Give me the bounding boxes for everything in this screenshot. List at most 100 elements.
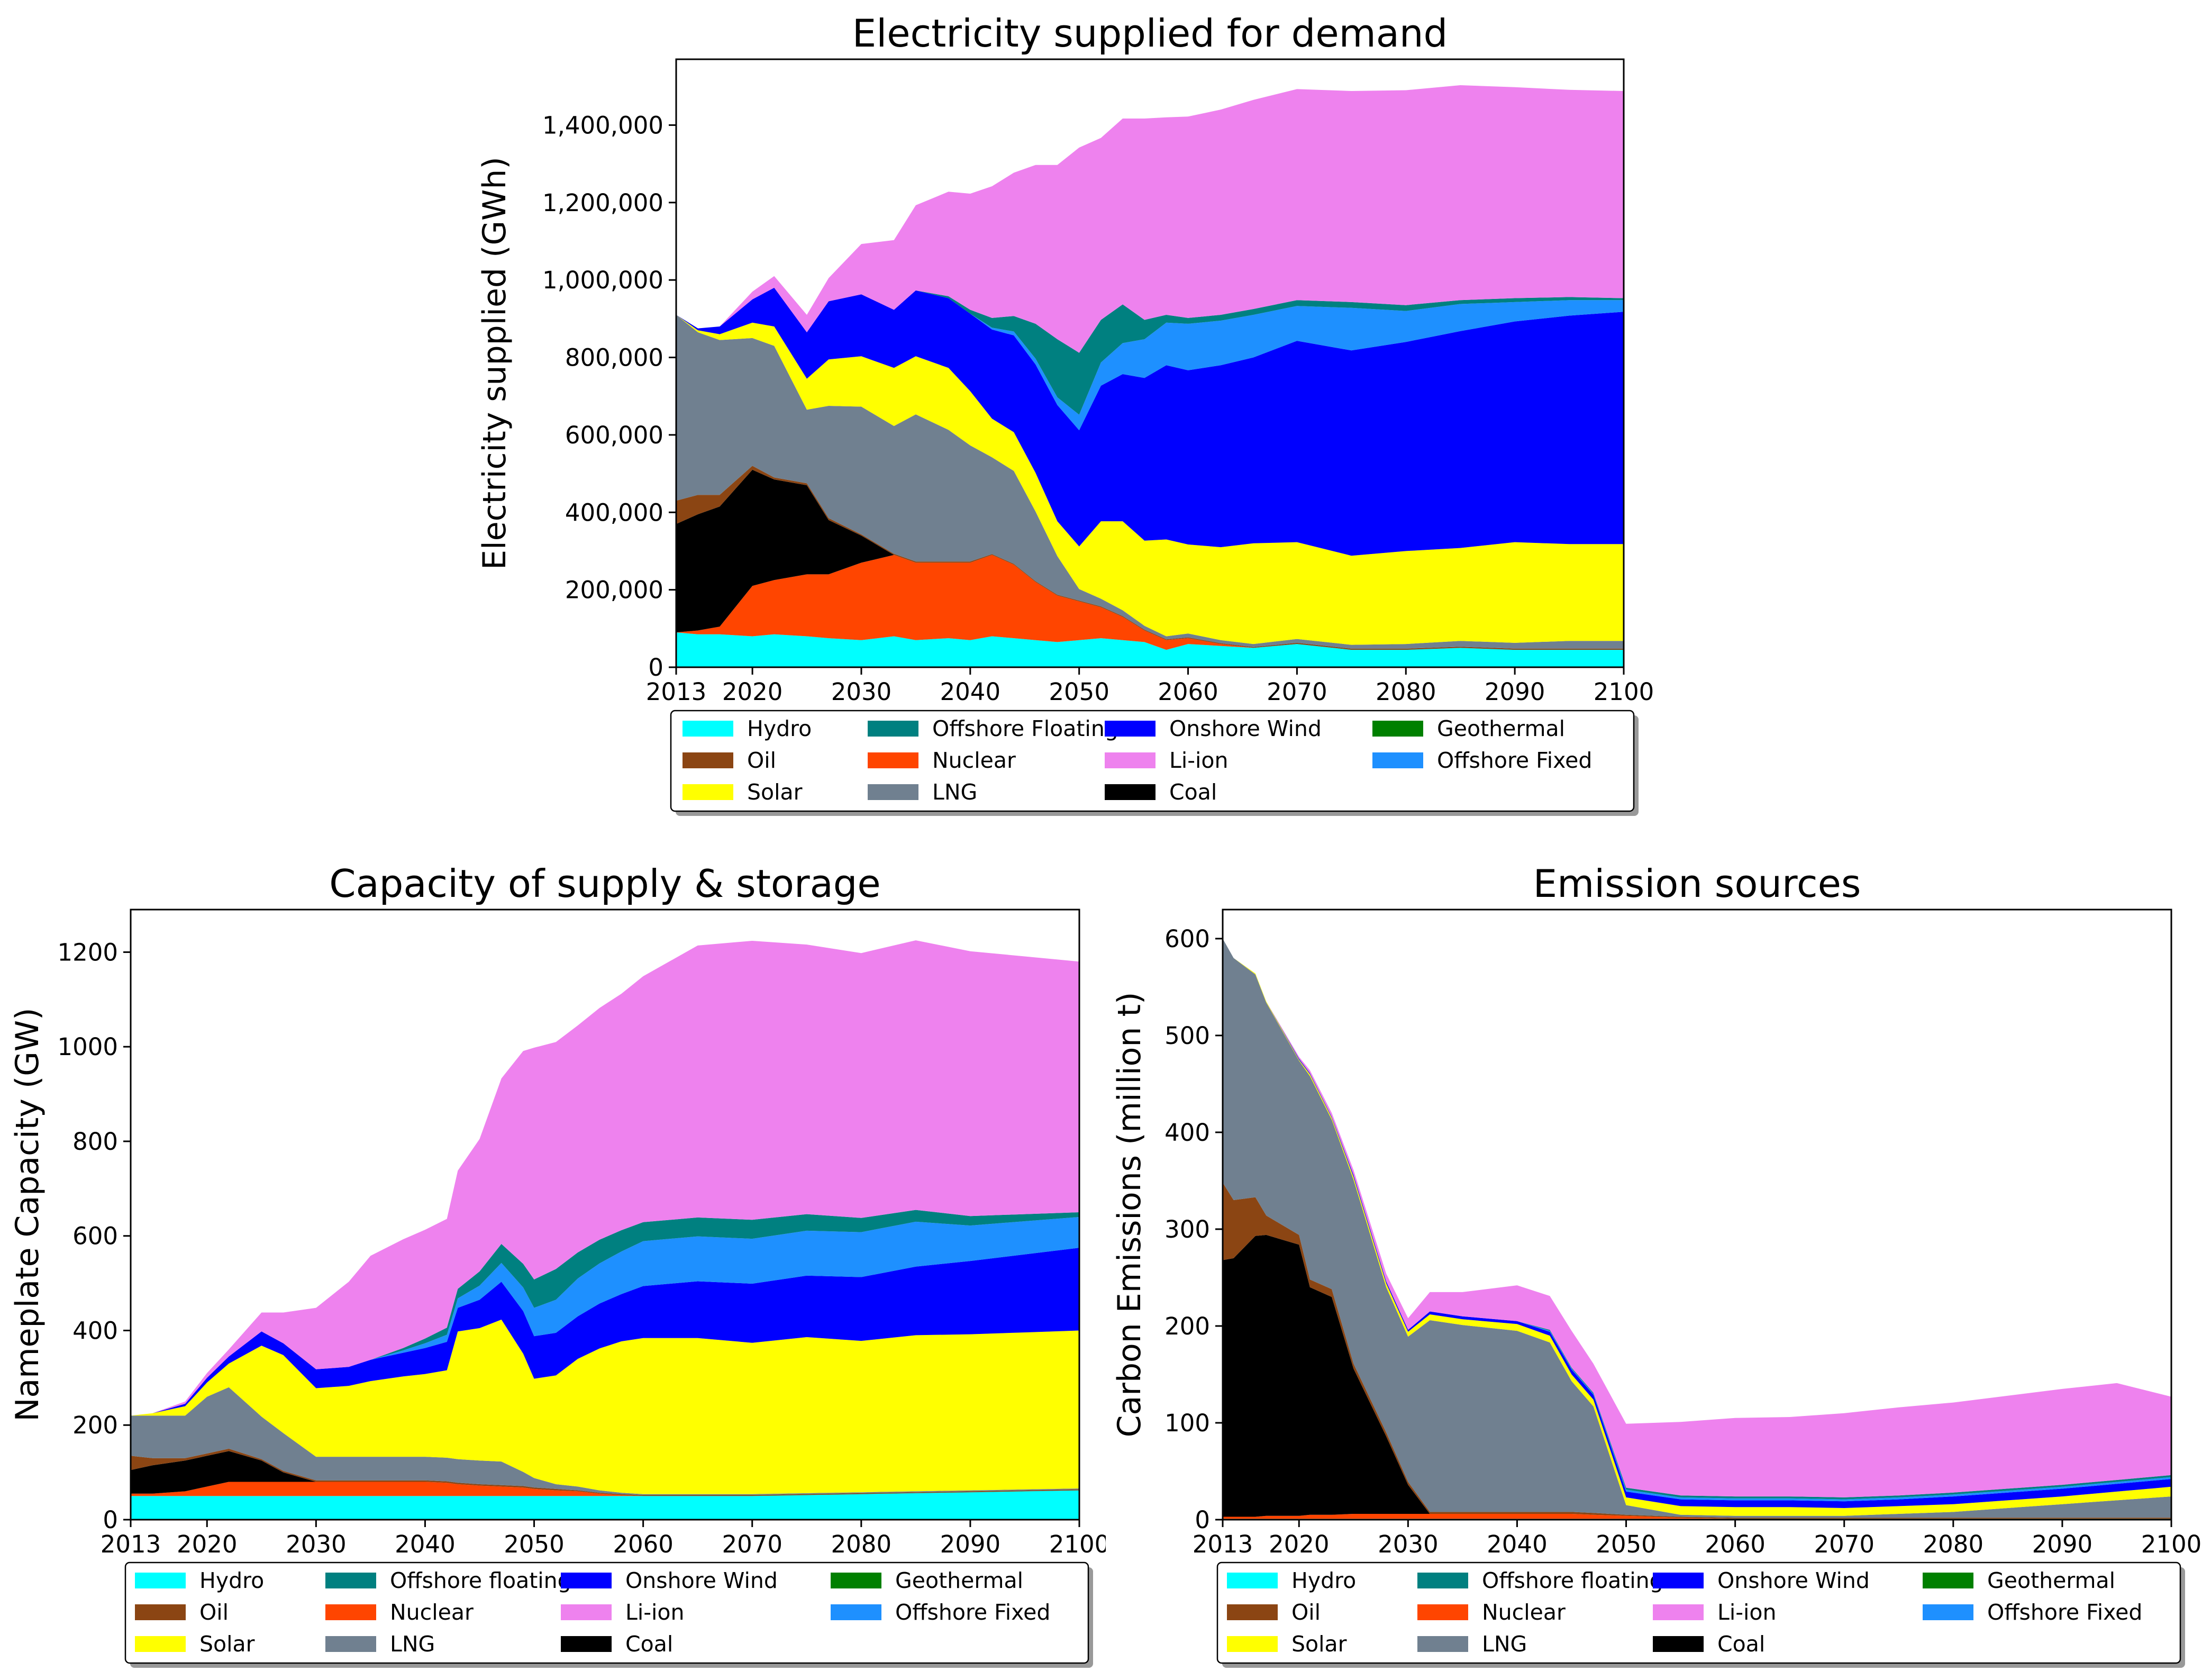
legend-label: Solar	[1291, 1631, 1347, 1657]
area-lng	[131, 1387, 1079, 1495]
y-axis-label: Carbon Emissions (million t)	[1111, 992, 1148, 1438]
x-tick-label: 2100	[2141, 1530, 2202, 1558]
legend-swatch	[561, 1573, 612, 1588]
legend-label: Geothermal	[895, 1568, 1023, 1593]
y-tick-label: 1000	[57, 1033, 118, 1061]
legend-swatch	[1417, 1604, 1468, 1620]
x-tick-label: 2050	[1596, 1530, 1657, 1558]
plot-frame	[675, 58, 1625, 668]
legend-label: Li-ion	[625, 1600, 685, 1625]
x-tick-label: 2100	[1594, 678, 1654, 706]
x-tick-label: 2080	[831, 1530, 892, 1558]
chart-svg: 2013 2020 2030 2040 2050 2060 2070 2080 2090 2100…	[9, 861, 1109, 1668]
legend-swatch	[831, 1573, 881, 1588]
x-tick-label: 2030	[831, 678, 892, 706]
y-axis-label: Electricity supplied (GWh)	[476, 157, 513, 570]
chart-title: Emission sources	[1533, 861, 1861, 906]
legend-swatch	[1653, 1604, 1704, 1620]
legend-swatch	[831, 1604, 881, 1620]
legend-swatch	[1227, 1636, 1278, 1652]
area-nuclear	[676, 555, 1624, 650]
legend-swatch	[1417, 1573, 1468, 1588]
y-tick-label: 600	[1164, 925, 1210, 953]
legend-swatch	[868, 752, 918, 768]
legend-label: Onshore Wind	[625, 1568, 778, 1593]
legend-swatch	[325, 1604, 376, 1620]
legend-swatch	[1653, 1636, 1704, 1652]
x-tick-label: 2020	[1269, 1530, 1330, 1558]
legend-swatch	[1653, 1573, 1704, 1588]
legend-label: Nuclear	[1482, 1600, 1566, 1625]
chart-svg: 2013 2020 2030 2040 2050 2060 2070 2080 2090 2100…	[1111, 861, 2202, 1668]
area-hydro	[131, 1490, 1079, 1520]
area-lng	[1223, 938, 2171, 1518]
area-offshore-floating	[676, 287, 1624, 415]
legend-label: Oil	[747, 748, 776, 773]
chart-title: Capacity of supply & storage	[329, 861, 880, 906]
area-offshore-floating	[131, 1210, 1079, 1416]
legend-swatch	[325, 1573, 376, 1588]
legend-label: Hydro	[199, 1568, 264, 1593]
area-coal	[676, 469, 1624, 650]
area-li-ion	[1223, 938, 2171, 1497]
legend-label: Hydro	[747, 716, 812, 741]
x-tick-label: 2013	[101, 1530, 161, 1558]
x-tick-label: 2050	[504, 1530, 565, 1558]
x-tick-label: 2090	[2032, 1530, 2093, 1558]
legend-label: Offshore Fixed	[895, 1600, 1050, 1625]
legend-label: Offshore Fixed	[1437, 748, 1592, 773]
x-tick-label: 2030	[1378, 1530, 1439, 1558]
legend-label: Geothermal	[1987, 1568, 2115, 1593]
legend-label: Offshore Floating	[932, 716, 1118, 741]
legend-swatch	[1105, 784, 1155, 800]
legend-label: Onshore Wind	[1717, 1568, 1870, 1593]
area-nuclear	[1223, 1514, 2171, 1519]
y-tick-label: 1,000,000	[542, 266, 663, 294]
x-tick-label: 2020	[722, 678, 783, 706]
legend-swatch	[868, 784, 918, 800]
x-tick-label: 2030	[286, 1530, 347, 1558]
y-tick-label: 200	[72, 1411, 118, 1439]
legend-label: Onshore Wind	[1169, 716, 1322, 741]
legend-swatch	[1417, 1636, 1468, 1652]
legend-swatch	[561, 1604, 612, 1620]
legend-swatch	[683, 752, 733, 768]
area-solar	[131, 1319, 1079, 1494]
legend-swatch	[1227, 1573, 1278, 1588]
chart-capacity-supply-storage: 2013 2020 2030 2040 2050 2060 2070 2080 2090 2100…	[0, 831, 1109, 1678]
x-tick-label: 2040	[395, 1530, 456, 1558]
y-tick-label: 400	[72, 1316, 118, 1345]
legend-label: Solar	[199, 1631, 255, 1657]
x-tick-label: 2040	[940, 678, 1001, 706]
x-tick-label: 2080	[1923, 1530, 1984, 1558]
legend-label: Geothermal	[1437, 716, 1565, 741]
legend-label: Oil	[199, 1600, 229, 1625]
y-tick-label: 0	[648, 653, 663, 682]
y-tick-label: 300	[1164, 1215, 1210, 1243]
legend-swatch	[1372, 752, 1423, 768]
chart-title: Electricity supplied for demand	[852, 11, 1448, 56]
legend-swatch	[1372, 721, 1423, 737]
y-tick-label: 400	[1164, 1119, 1210, 1147]
y-tick-label: 0	[1195, 1506, 1210, 1534]
legend-swatch	[683, 784, 733, 800]
legend-swatch	[325, 1636, 376, 1652]
x-tick-label: 2060	[613, 1530, 674, 1558]
x-tick-label: 2090	[1485, 678, 1545, 706]
x-tick-label: 2070	[1267, 678, 1327, 706]
area-hydro	[676, 632, 1624, 667]
y-tick-label: 1,400,000	[542, 111, 663, 139]
legend-swatch	[561, 1636, 612, 1652]
x-tick-label: 2080	[1376, 678, 1436, 706]
y-tick-label: 600,000	[565, 421, 663, 449]
area-onshore-wind	[676, 287, 1624, 556]
legend-swatch	[1923, 1604, 1973, 1620]
y-tick-label: 0	[103, 1506, 118, 1534]
legend-swatch	[135, 1573, 186, 1588]
legend-label: Offshore floating	[390, 1568, 571, 1593]
y-axis-label: Nameplate Capacity (GW)	[9, 1008, 46, 1422]
y-tick-label: 800	[72, 1128, 118, 1156]
x-tick-label: 2060	[1705, 1530, 1766, 1558]
area-offshore-fixed	[131, 1217, 1079, 1416]
area-nuclear	[131, 1482, 1079, 1496]
